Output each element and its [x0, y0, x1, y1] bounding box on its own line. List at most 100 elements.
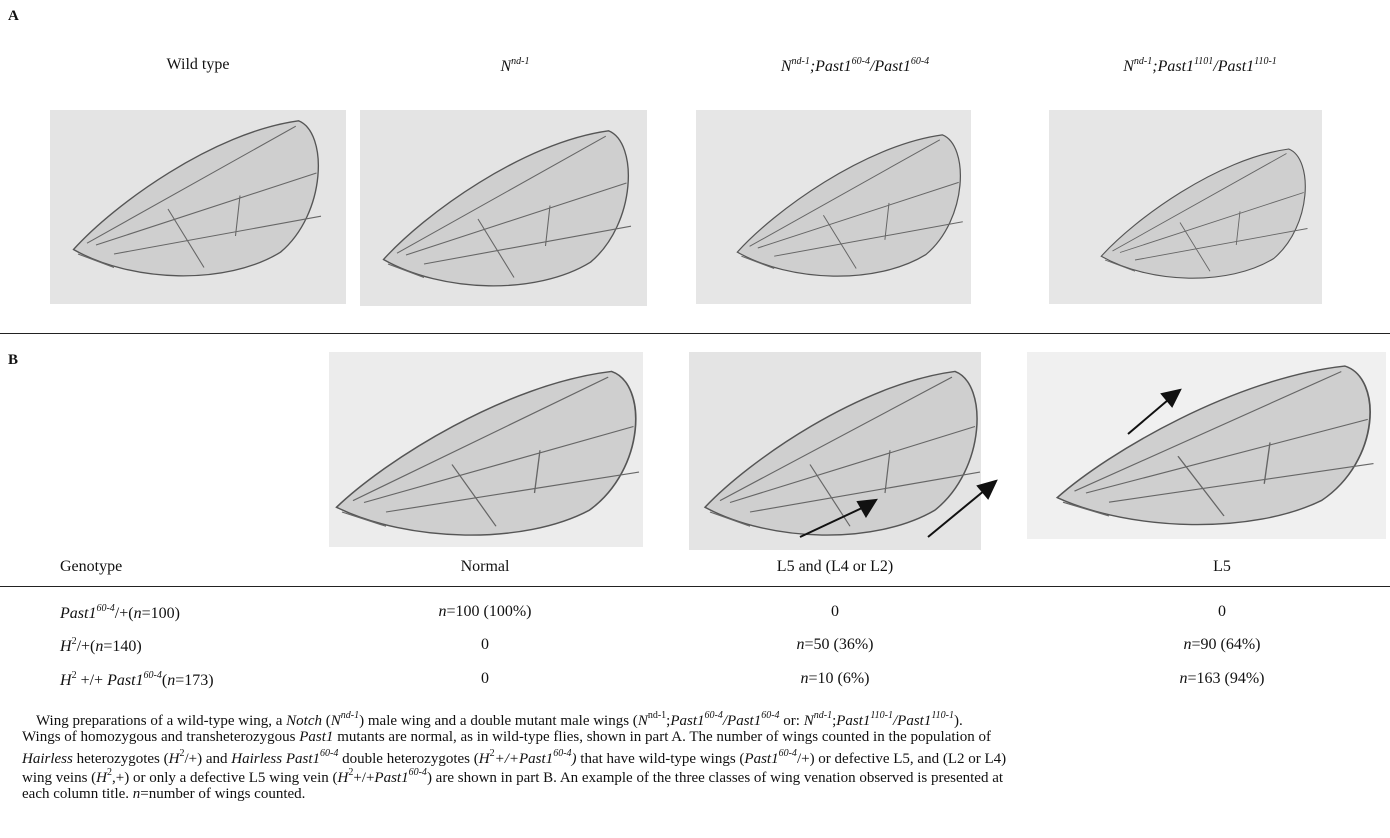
text-run: 60-4: [852, 56, 870, 67]
text-run: /Past1: [1213, 58, 1254, 75]
text-run: nd-1: [648, 710, 666, 721]
text-run: Past1: [670, 713, 704, 729]
text-run: =number of wings counted.: [140, 786, 305, 802]
text-run: 60-4: [553, 748, 571, 759]
text-run: N: [500, 58, 511, 75]
text-run: 110-1: [931, 710, 954, 721]
text-run: =100): [142, 605, 180, 622]
text-run: nd-1: [1134, 56, 1152, 67]
column-header: Normal: [461, 558, 510, 576]
column-header: L5: [1213, 558, 1231, 576]
text-run: /+) or defective L5, and (L2 or L4): [797, 751, 1006, 767]
text-run: Notch: [286, 713, 322, 729]
text-run: n: [1179, 670, 1187, 687]
column-header: L5 and (L4 or L2): [777, 558, 893, 576]
text-run: 0: [481, 670, 489, 687]
text-run: nd-1: [511, 56, 529, 67]
text-run: /+(: [115, 605, 134, 622]
table-cell: 0: [481, 670, 489, 688]
panel-label: B: [8, 352, 18, 369]
table-cell: 0: [1218, 603, 1226, 621]
text-run: H: [337, 770, 348, 786]
table-cell: 0: [831, 603, 839, 621]
text-run: nd-1: [341, 710, 359, 721]
text-run: N: [804, 713, 814, 729]
text-run: H: [169, 751, 180, 767]
text-run: =173): [175, 672, 213, 689]
text-run: H: [479, 751, 490, 767]
text-run: Hairless Past1: [231, 751, 320, 767]
text-run: Past1: [107, 672, 143, 689]
text-run: /Past1: [893, 713, 931, 729]
text-run: Past1: [60, 605, 96, 622]
text-run: /Past1: [870, 58, 911, 75]
text-run: that have wild-type wings (: [577, 751, 745, 767]
page: A B Wild typeNnd-1Nnd-1;Past160-4/Past16…: [0, 0, 1390, 838]
text-run: ) are shown in part B. An example of the…: [427, 770, 1003, 786]
text-run: 60-4: [911, 56, 929, 67]
text-run: 60-4: [779, 748, 797, 759]
panel-label: A: [8, 8, 19, 25]
table-cell: n=50 (36%): [796, 636, 873, 654]
caption-line: wing veins (H2,+) or only a defective L5…: [22, 767, 1003, 787]
text-run: Past1: [299, 729, 333, 745]
text-run: n: [800, 670, 808, 687]
text-run: double heterozygotes (: [338, 751, 478, 767]
text-run: Wing preparations of a wild-type wing, a: [36, 713, 286, 729]
panel-title: Wild type: [167, 56, 230, 74]
panel-title: Nnd-1;Past11101/Past1110-1: [1123, 56, 1277, 76]
text-run: ;Past1: [810, 58, 852, 75]
text-run: ) male wing and a double mutant male win…: [359, 713, 638, 729]
text-run: =100 (100%): [446, 603, 531, 620]
text-run: or:: [780, 713, 804, 729]
genotype: H2/+(n=140): [60, 636, 142, 656]
text-run: 60-4: [761, 710, 779, 721]
text-run: Hairless: [22, 751, 73, 767]
text-run: n: [438, 603, 446, 620]
text-run: heterozygotes (: [73, 751, 169, 767]
text-run: /+) and: [184, 751, 231, 767]
text-run: /Past1: [723, 713, 761, 729]
text-run: Wings of homozygous and transheterozygou…: [22, 729, 299, 745]
text-run: H: [60, 638, 72, 655]
text-run: +/+Past1: [495, 751, 554, 767]
text-run: 110-1: [870, 710, 893, 721]
table-cell: 0: [481, 636, 489, 654]
caption-line: each column title. n=number of wings cou…: [22, 786, 305, 803]
column-header: Genotype: [60, 558, 122, 576]
text-run: +/+: [353, 770, 374, 786]
panel-title: Nnd-1;Past160-4/Past160-4: [781, 56, 929, 76]
genotype: H2 +/+ Past160-4(n=173): [60, 670, 214, 690]
text-run: 0: [831, 603, 839, 620]
text-run: Past1: [374, 770, 408, 786]
table-cell: n=163 (94%): [1179, 670, 1264, 688]
text-run: mutants are normal, as in wild-type flie…: [333, 729, 991, 745]
table-cell: n=90 (64%): [1183, 636, 1260, 654]
text-run: +/+: [77, 672, 108, 689]
text-run: n: [1183, 636, 1191, 653]
text-run: 1101: [1194, 56, 1213, 67]
table-rule: [0, 586, 1390, 587]
table-cell: n=100 (100%): [438, 603, 531, 621]
text-run: N: [638, 713, 648, 729]
text-run: =10 (6%): [808, 670, 869, 687]
text-run: wing veins (: [22, 770, 96, 786]
text-run: nd-1: [814, 710, 832, 721]
text-run: each column title.: [22, 786, 133, 802]
text-run: ).: [954, 713, 963, 729]
text-run: =163 (94%): [1187, 670, 1264, 687]
caption-line: Wings of homozygous and transheterozygou…: [22, 729, 991, 746]
text-run: 110-1: [1254, 56, 1277, 67]
table-cell: n=10 (6%): [800, 670, 869, 688]
text-run: n: [796, 636, 804, 653]
text-run: 0: [1218, 603, 1226, 620]
text-run: Past1: [744, 751, 778, 767]
text-run: H: [96, 770, 107, 786]
panel-title: Nnd-1: [500, 56, 529, 76]
text-run: =50 (36%): [804, 636, 873, 653]
text-run: 60-4: [409, 767, 427, 778]
text-run: ;Past1: [1152, 58, 1194, 75]
text-run: 60-4: [320, 748, 338, 759]
text-run: ,+) or only a defective L5 wing vein (: [112, 770, 337, 786]
text-run: N: [781, 58, 792, 75]
